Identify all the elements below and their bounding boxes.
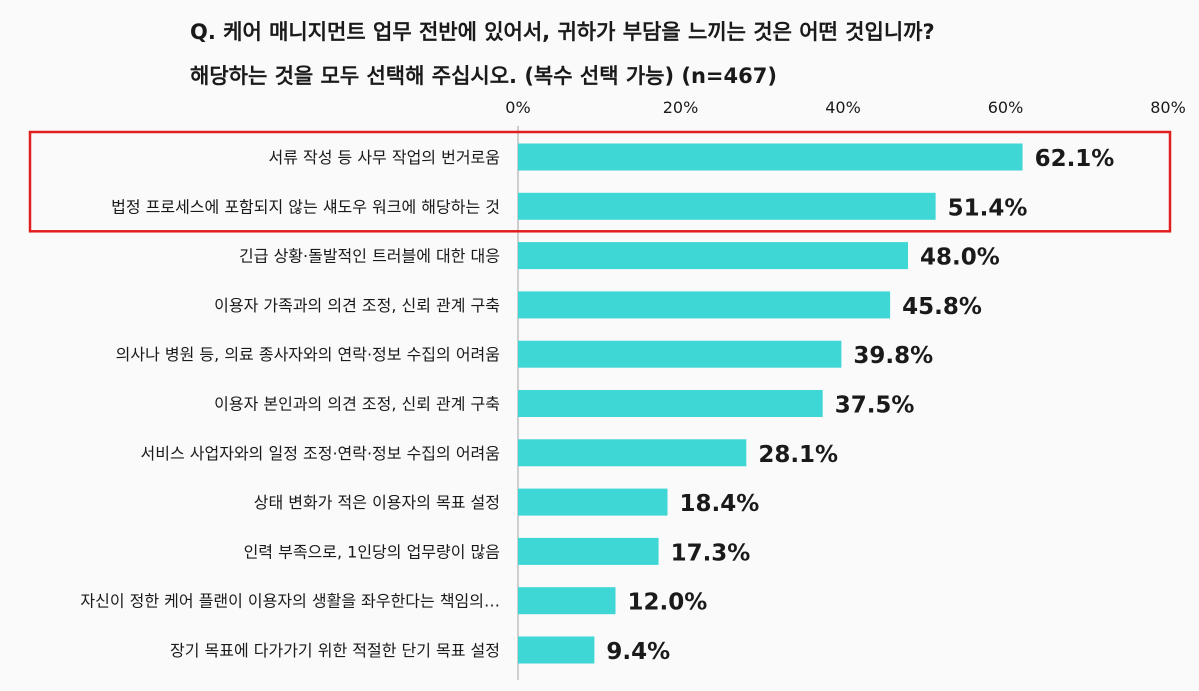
value-label: 37.5%	[835, 393, 915, 419]
category-label: 법정 프로세스에 포함되지 않는 섀도우 워크에 해당하는 것	[111, 197, 500, 216]
bar	[518, 587, 616, 615]
value-label: 9.4%	[606, 639, 670, 665]
category-label: 의사나 병원 등, 의료 종사자와의 연락·정보 수집의 어려움	[116, 345, 500, 364]
category-label: 상태 변화가 적은 이용자의 목표 설정	[254, 493, 500, 512]
value-label: 39.8%	[853, 343, 933, 369]
bar	[518, 242, 908, 270]
bar	[518, 537, 659, 565]
category-label: 서류 작성 등 사무 작업의 번거로움	[268, 148, 500, 167]
value-label: 45.8%	[902, 294, 982, 320]
x-tick-label: 80%	[1150, 98, 1186, 117]
bar	[518, 488, 668, 516]
category-label: 인력 부족으로, 1인당의 업무량이 많음	[244, 542, 500, 561]
value-label: 62.1%	[1035, 146, 1115, 172]
bar	[518, 636, 595, 664]
bar	[518, 439, 747, 467]
category-label: 서비스 사업자와의 일정 조정·연락·정보 수집의 어려움	[141, 444, 500, 463]
bar	[518, 340, 842, 368]
x-tick-label: 0%	[505, 98, 530, 117]
highlight-box	[28, 130, 1172, 233]
chart-title-line-1: Q. 케어 매니지먼트 업무 전반에 있어서, 귀하가 부담을 느끼는 것은 어…	[190, 20, 935, 44]
category-label: 이용자 가족과의 의견 조정, 신뢰 관계 구축	[214, 296, 500, 315]
bar	[518, 143, 1023, 171]
value-label: 18.4%	[680, 491, 760, 517]
x-tick-label: 60%	[988, 98, 1024, 117]
value-label: 12.0%	[628, 590, 708, 616]
value-label: 28.1%	[758, 442, 838, 468]
value-label: 17.3%	[671, 540, 751, 566]
bar	[518, 390, 823, 417]
value-label: 51.4%	[948, 195, 1028, 221]
category-label: 장기 목표에 다가가기 위한 적절한 단기 목표 설정	[170, 641, 500, 660]
bar	[518, 192, 936, 220]
category-label: 자신이 정한 케어 플랜이 이용자의 생활을 좌우한다는 책임의…	[80, 592, 500, 611]
category-label: 긴급 상황·돌발적인 트러블에 대한 대응	[239, 247, 500, 266]
chart-title-line-2: 해당하는 것을 모두 선택해 주십시오. (복수 선택 가능) (n=467)	[190, 64, 777, 88]
value-label: 48.0%	[920, 245, 1000, 271]
category-label: 이용자 본인과의 의견 조정, 신뢰 관계 구축	[214, 395, 500, 414]
bar	[518, 291, 891, 319]
x-tick-label: 20%	[663, 98, 699, 117]
x-tick-label: 40%	[825, 98, 861, 117]
